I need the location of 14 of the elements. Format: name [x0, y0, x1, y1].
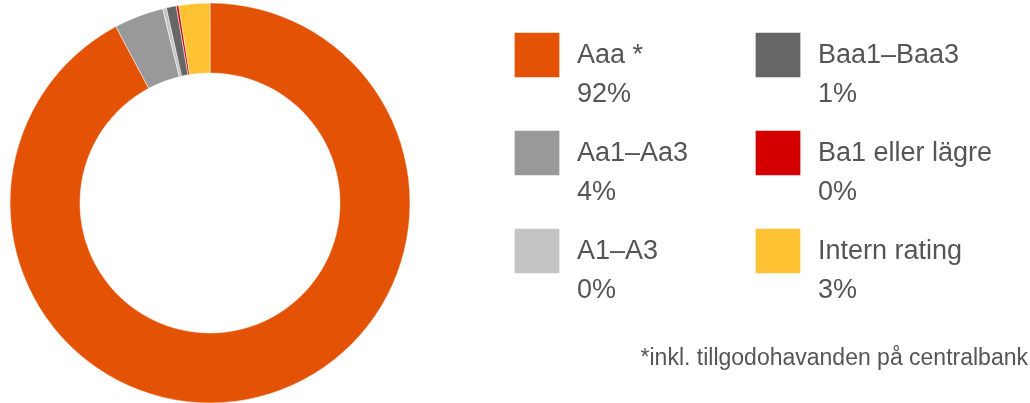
- legend-label: Ba1 eller lägre: [818, 137, 993, 167]
- data-label: 1%: [818, 78, 858, 108]
- data-label: 92%: [577, 78, 632, 108]
- data-label: 4%: [577, 176, 617, 206]
- text: *inkl. tillgodohavanden på centralbank: [640, 344, 1029, 370]
- legend-label: Baa1–Baa3: [818, 39, 960, 69]
- legend-label: Intern rating: [818, 235, 963, 265]
- legend-label: A1–A3: [577, 235, 659, 265]
- donut-slice: [115, 8, 180, 89]
- data-label: 0%: [818, 176, 858, 206]
- legend-label: Aaa *: [577, 39, 644, 69]
- legend-label: Aa1–Aa3: [577, 137, 689, 167]
- data-label: 0%: [577, 274, 617, 304]
- data-label: 3%: [818, 274, 858, 304]
